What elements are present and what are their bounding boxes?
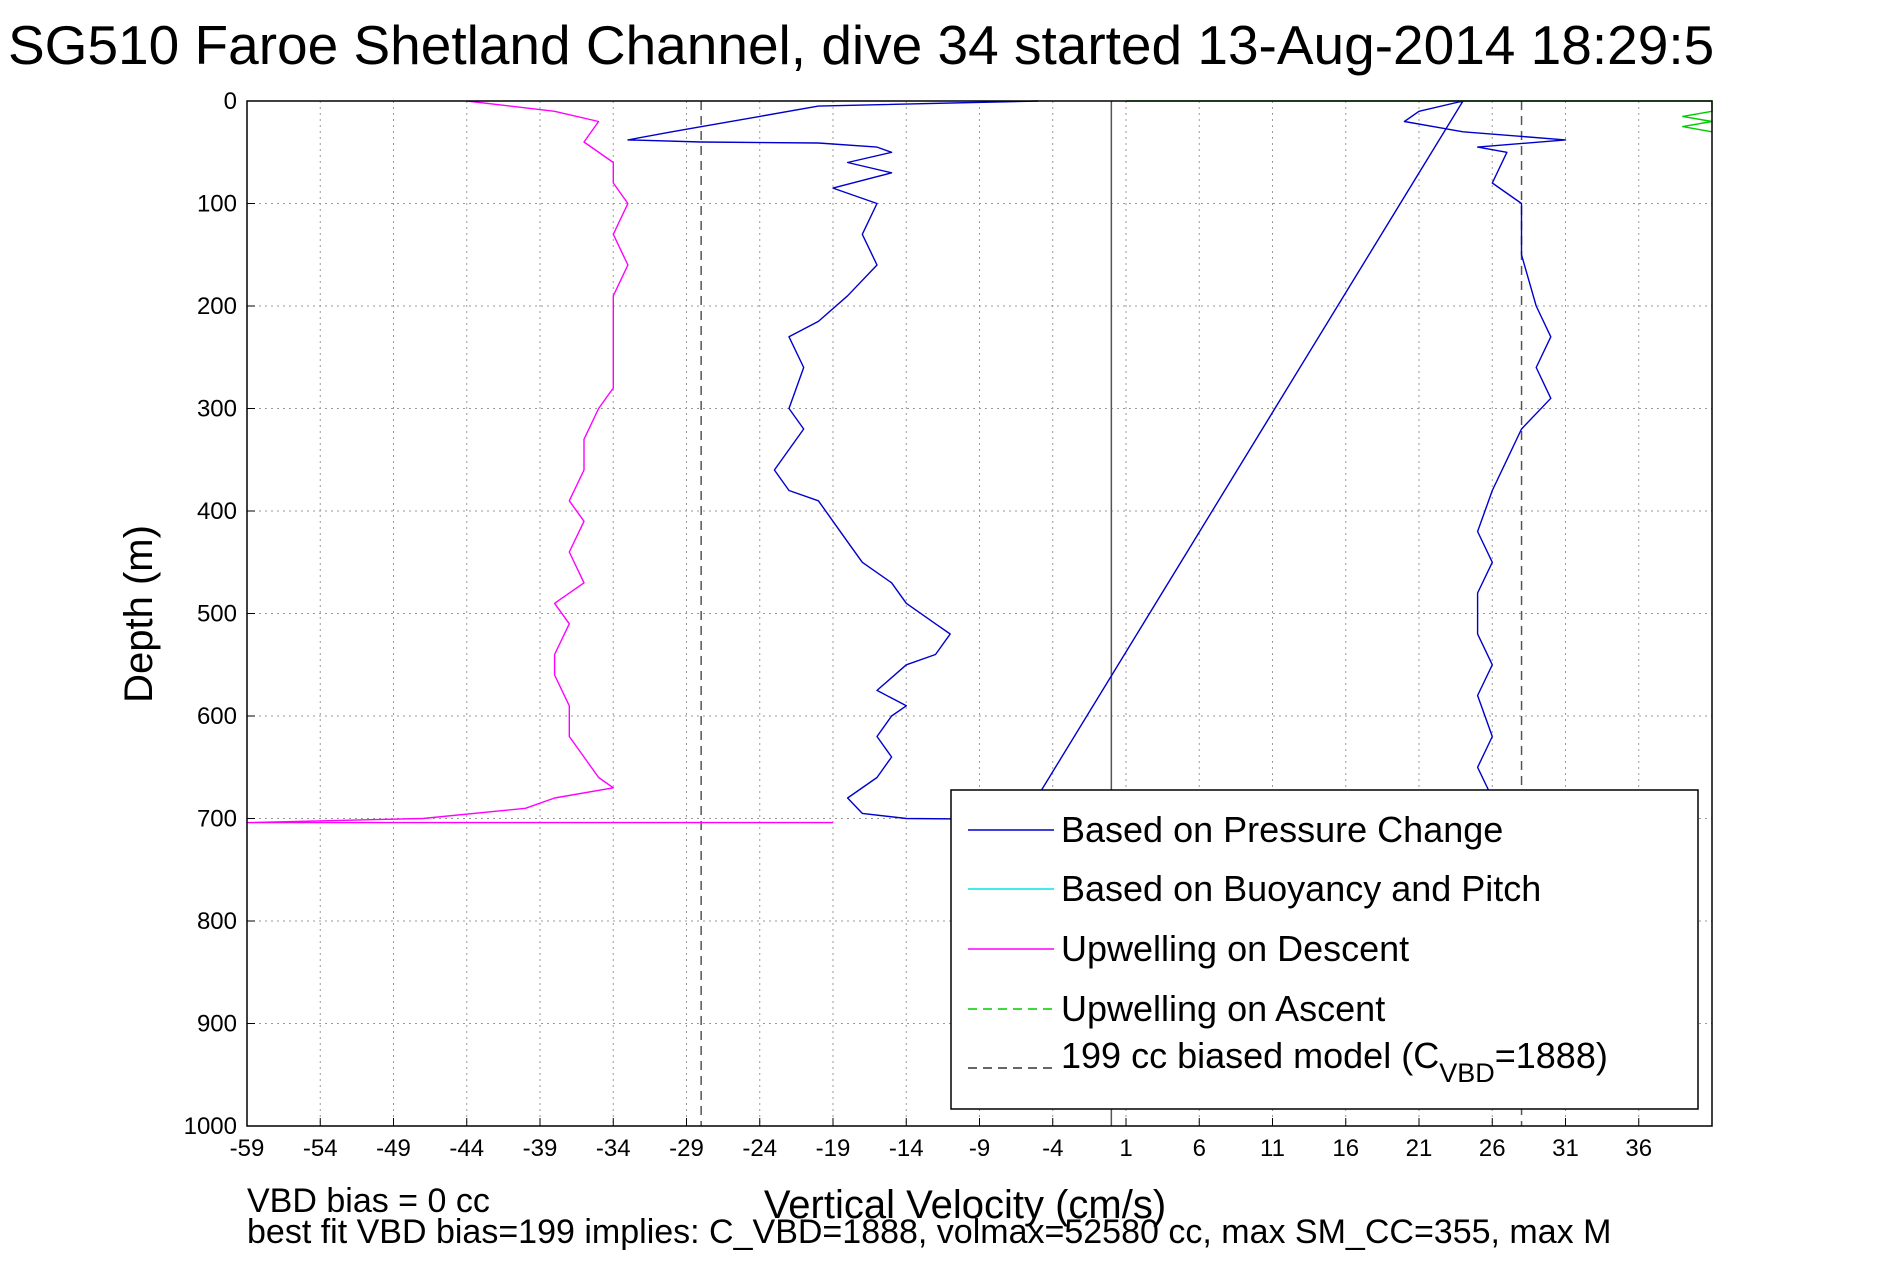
x-tick-label: -14 bbox=[889, 1135, 924, 1162]
footer-line-2: best fit VBD bias=199 implies: C_VBD=188… bbox=[247, 1213, 1611, 1251]
x-tick-label: 26 bbox=[1479, 1135, 1506, 1162]
x-tick-label: -54 bbox=[303, 1135, 338, 1162]
series-upwelling-on-ascent bbox=[1126, 100, 1713, 133]
x-tick-label: -29 bbox=[669, 1135, 704, 1162]
y-tick-label: 400 bbox=[197, 498, 237, 525]
legend-swatches bbox=[968, 829, 1054, 1069]
x-tick-label: -24 bbox=[742, 1135, 777, 1162]
plot-frame bbox=[246, 100, 1713, 1127]
x-tick-label: 6 bbox=[1193, 1135, 1206, 1162]
legend-label-pressure: Based on Pressure Change bbox=[1061, 809, 1503, 850]
legend-label-model: 199 cc biased model (CVBD=1888) bbox=[1061, 1035, 1608, 1088]
x-tick-label: -9 bbox=[969, 1135, 990, 1162]
legend-box bbox=[950, 789, 1699, 1110]
chart-title: SG510 Faroe Shetland Channel, dive 34 st… bbox=[8, 14, 1714, 76]
x-tick-label: -4 bbox=[1042, 1135, 1063, 1162]
x-tick-label: -49 bbox=[376, 1135, 411, 1162]
y-tick-label: 600 bbox=[197, 703, 237, 730]
x-tick-label: 31 bbox=[1552, 1135, 1579, 1162]
legend-label-descent: Upwelling on Descent bbox=[1061, 928, 1409, 969]
x-tick-labels: -59 -54 -49 -44 -39 -34 -29 -24 -19 -14 -9 -4 1 6 11 16… bbox=[230, 1135, 1652, 1162]
series-based-on-pressure-change bbox=[627, 100, 1567, 821]
y-tick-label: 200 bbox=[197, 293, 237, 320]
x-tick-label: -44 bbox=[449, 1135, 484, 1162]
legend-label-ascent: Upwelling on Ascent bbox=[1061, 988, 1385, 1029]
y-tick-label: 700 bbox=[197, 806, 237, 833]
x-tick-label: 36 bbox=[1625, 1135, 1652, 1162]
y-tick-label: 900 bbox=[197, 1011, 237, 1038]
footer-line-1: VBD bias = 0 cc bbox=[247, 1182, 490, 1220]
y-tick-label: 100 bbox=[197, 191, 237, 218]
legend-model-sub: VBD bbox=[1439, 1058, 1495, 1088]
series-upwelling-on-descent bbox=[246, 100, 833, 824]
legend-model-main: 199 cc biased model (C bbox=[1061, 1035, 1439, 1076]
y-tick-label: 800 bbox=[197, 908, 237, 935]
legend: Based on Pressure Change Based on Buoyan… bbox=[950, 789, 1699, 1110]
x-tick-label: -19 bbox=[816, 1135, 851, 1162]
x-tick-label: -34 bbox=[596, 1135, 631, 1162]
x-axis-label: Vertical Velocity (cm/s) bbox=[764, 1183, 1166, 1227]
x-tick-label: 16 bbox=[1332, 1135, 1359, 1162]
x-tick-label: 21 bbox=[1406, 1135, 1433, 1162]
y-tick-label: 300 bbox=[197, 396, 237, 423]
y-tick-label: 500 bbox=[197, 601, 237, 628]
legend-model-tail: =1888) bbox=[1495, 1035, 1608, 1076]
x-tick-label: 1 bbox=[1119, 1135, 1132, 1162]
y-tick-labels: 0 100 200 300 400 500 600 700 800 900 1000 bbox=[184, 88, 237, 1140]
legend-label-buoyancy: Based on Buoyancy and Pitch bbox=[1061, 868, 1541, 909]
y-axis-label: Depth (m) bbox=[117, 525, 161, 703]
x-tick-label: -59 bbox=[230, 1135, 265, 1162]
x-tick-label: -39 bbox=[523, 1135, 558, 1162]
y-tick-label: 0 bbox=[224, 88, 237, 115]
y-tick-label: 1000 bbox=[184, 1113, 237, 1140]
x-tick-label: 11 bbox=[1260, 1135, 1285, 1162]
